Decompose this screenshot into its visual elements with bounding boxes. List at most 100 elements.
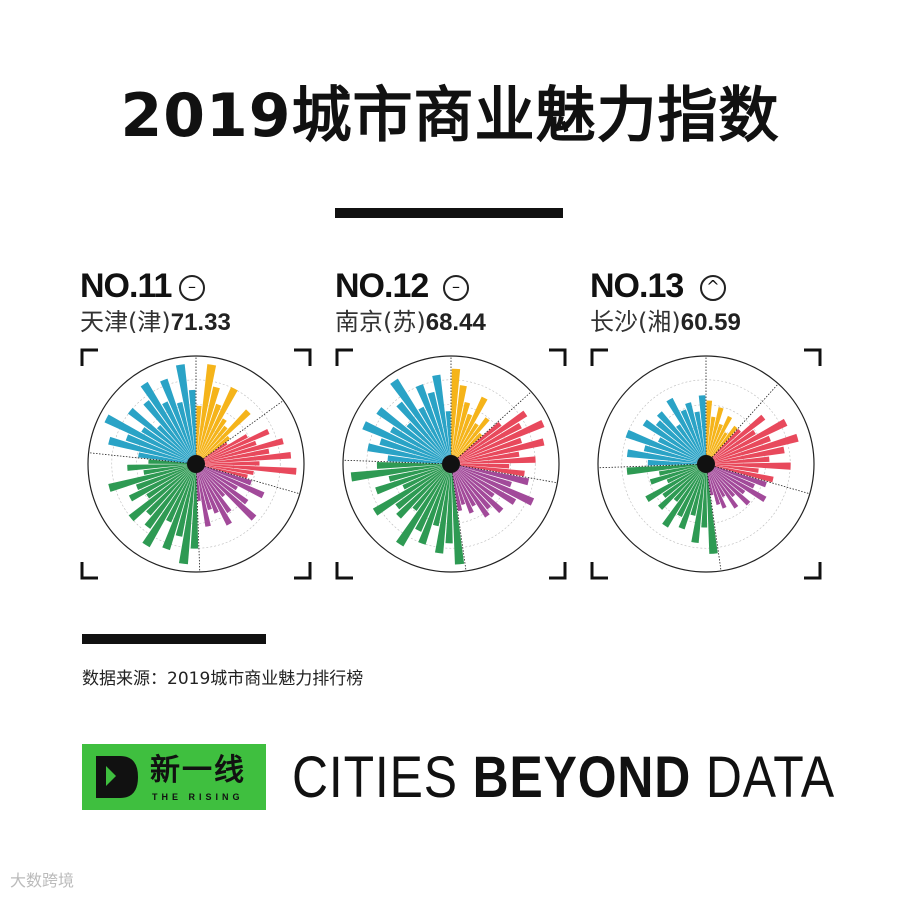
watermark: 大数跨境: [10, 871, 75, 890]
radial-bar: [658, 467, 702, 510]
radial-bar: [387, 455, 446, 464]
radial-bar: [709, 425, 738, 460]
radial-bar: [711, 418, 788, 462]
radial-bar: [455, 421, 502, 461]
radial-bar: [711, 433, 799, 463]
radial-bar: [662, 467, 702, 498]
page-title: 2019城市商业魅力指数: [120, 81, 780, 151]
radial-bar: [453, 396, 488, 459]
radial-bar: [201, 464, 254, 476]
radial-bar: [709, 468, 739, 509]
radial-bar: [196, 364, 217, 459]
radial-bar: [711, 466, 767, 502]
title-divider: [335, 208, 563, 218]
radial-bar: [350, 464, 446, 482]
radial-bar: [201, 464, 297, 475]
flat-icon: –: [179, 275, 205, 301]
radial-bar: [108, 465, 191, 492]
radial-bar: [680, 409, 704, 459]
radial-bar: [666, 466, 701, 484]
radial-bar: [390, 426, 446, 462]
radial-bar: [375, 465, 446, 495]
radial-bar: [709, 468, 736, 498]
radial-bar: [691, 469, 706, 544]
radial-bar: [711, 435, 771, 463]
radial-bar: [676, 424, 703, 460]
radial-bar: [711, 465, 767, 488]
radial-bar: [138, 452, 191, 464]
corner-bracket: [804, 348, 822, 366]
radial-bar: [108, 436, 191, 463]
radial-bar: [711, 466, 755, 489]
radial-bar: [708, 469, 726, 498]
radial-bar: [698, 395, 706, 459]
sector-divider: [450, 391, 532, 465]
radial-bar: [707, 469, 721, 505]
radial-bar: [707, 407, 724, 459]
radial-bar: [418, 469, 450, 545]
radial-bar: [678, 469, 705, 530]
radial-bar: [196, 405, 202, 459]
radial-bar: [175, 469, 195, 537]
radial-bar: [673, 468, 703, 502]
radial-bar: [201, 438, 284, 463]
city-name-score: 长沙(湘)60.59: [590, 306, 741, 339]
radial-bar: [456, 466, 535, 506]
radial-bar: [711, 446, 785, 464]
city-name: 长沙(湘): [590, 308, 681, 336]
radial-bar: [200, 467, 257, 521]
sector-divider: [705, 463, 722, 572]
radial-bar: [456, 437, 523, 463]
radial-bar: [647, 459, 701, 466]
radial-bar: [396, 401, 448, 460]
radial-bar: [649, 465, 701, 485]
radial-bar: [655, 420, 702, 461]
city-name-score: 天津(津)71.33: [80, 306, 231, 339]
radial-bar: [456, 465, 512, 488]
radial-bar: [456, 451, 520, 464]
radial-bar: [162, 401, 194, 459]
radial-bar: [160, 378, 195, 459]
radial-bar: [412, 468, 448, 511]
outer-ring: [597, 355, 815, 573]
corner-bracket: [335, 562, 353, 580]
radial-bar: [402, 466, 446, 490]
radial-bar: [706, 416, 716, 459]
radial-bar: [199, 468, 226, 498]
radial-bar: [708, 415, 733, 459]
radial-bar: [456, 422, 522, 462]
radial-bar: [451, 368, 461, 459]
radial-bar: [372, 466, 447, 516]
radial-bar: [456, 465, 530, 486]
radial-bar: [451, 469, 465, 565]
radial-bar: [666, 397, 704, 459]
radial-bar: [455, 410, 528, 461]
radial-bar: [427, 391, 450, 459]
radial-bar: [452, 413, 473, 459]
radial-bar: [456, 466, 517, 505]
radial-bar: [128, 466, 191, 502]
radial-bar: [201, 451, 292, 464]
radial-bar: [146, 468, 193, 516]
radial-bar: [445, 411, 451, 459]
radial-bar: [456, 456, 536, 464]
radial-bar: [710, 414, 766, 461]
radial-bar: [176, 401, 195, 459]
radial-bar: [396, 468, 447, 519]
sector-divider: [195, 400, 284, 465]
radial-bar: [144, 468, 193, 529]
tagline-part-bold: BEYOND: [472, 745, 692, 810]
city-rank: NO.12: [335, 267, 429, 305]
radial-bar: [658, 464, 701, 476]
radial-bar: [694, 411, 706, 459]
radial-bar: [706, 469, 714, 496]
radial-bar: [711, 464, 759, 473]
radial-bar: [454, 468, 490, 518]
radial-bar: [643, 445, 701, 463]
radial-bar: [201, 461, 260, 466]
radial-bar: [452, 401, 471, 459]
radial-bar: [135, 465, 191, 490]
radial-bar: [452, 469, 466, 505]
radial-bar: [104, 414, 191, 462]
tagline-part: DATA: [691, 745, 835, 810]
